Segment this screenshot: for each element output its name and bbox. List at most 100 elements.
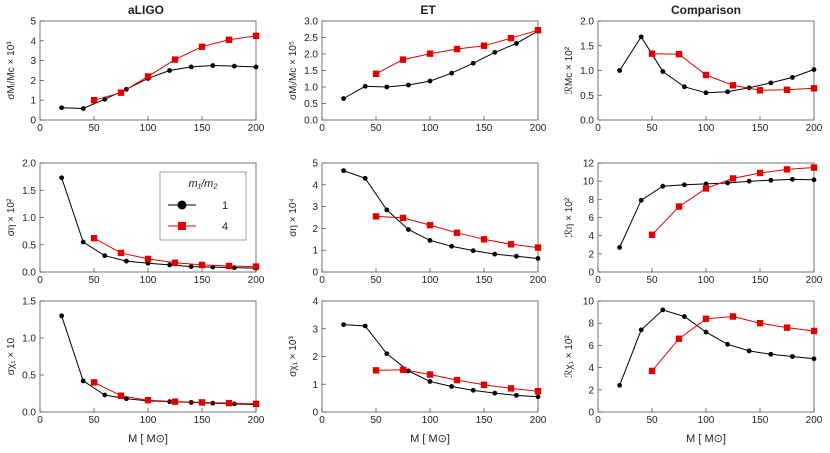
x-tick-label: 50 [88, 275, 100, 286]
x-tick-label: 150 [752, 275, 769, 286]
data-point-ratio-4 [534, 244, 542, 251]
data-point-ratio-4 [783, 86, 791, 94]
data-point-ratio-1 [167, 262, 173, 268]
data-point-ratio-4 [729, 175, 737, 182]
x-tick-label: 50 [646, 275, 658, 286]
data-point-ratio-1 [617, 68, 622, 73]
x-tick-label: 150 [194, 415, 211, 426]
x-tick-label: 0 [37, 415, 43, 426]
x-tick-label: 200 [530, 123, 547, 134]
data-point-ratio-1 [188, 264, 194, 269]
y-tick-label: 4 [588, 363, 594, 374]
x-tick-label: 100 [140, 275, 157, 286]
y-tick-label: 1.5 [22, 297, 36, 308]
x-tick-label: 50 [646, 415, 658, 426]
y-tick-label: 0.0 [580, 116, 594, 127]
data-point-ratio-4 [198, 43, 206, 50]
x-tick-label: 200 [806, 415, 823, 426]
x-tick-label: 100 [422, 415, 439, 426]
x-tick-label: 200 [248, 415, 265, 426]
x-tick-label: 0 [37, 275, 43, 286]
column-title-et: ET [420, 3, 436, 17]
x-tick-label: 50 [370, 275, 382, 286]
series-line-1 [619, 35, 815, 94]
x-tick-label: 200 [248, 123, 265, 134]
y-tick-label: 2.0 [580, 17, 594, 28]
data-point-ratio-1 [341, 168, 346, 174]
data-point-ratio-1 [811, 177, 817, 183]
data-point-ratio-4 [453, 229, 461, 236]
x-tick-label: 100 [698, 415, 715, 426]
data-point-ratio-4 [252, 263, 260, 270]
data-point-ratio-1 [427, 237, 433, 243]
data-point-ratio-1 [617, 245, 622, 250]
data-point-ratio-4 [426, 50, 434, 57]
data-point-ratio-1 [102, 253, 108, 259]
x-tick-label: 200 [248, 275, 265, 286]
data-point-ratio-1 [682, 314, 687, 319]
y-tick-label: 10 [583, 297, 595, 308]
data-point-ratio-4 [426, 221, 434, 229]
data-point-ratio-1 [449, 70, 454, 76]
x-tick-label: 200 [806, 275, 823, 286]
data-point-ratio-1 [59, 175, 64, 181]
y-axis-label: ℛη × 10² [564, 197, 575, 237]
y-tick-label: 1.0 [580, 66, 594, 77]
x-tick-label: 150 [476, 275, 493, 286]
y-tick-label: 3 [312, 202, 318, 213]
y-axis-label: σχ₁ × 10³ [288, 336, 299, 377]
x-tick-label: 200 [530, 275, 547, 286]
series-line-1 [343, 324, 539, 398]
data-point-ratio-4 [756, 169, 764, 177]
y-tick-label: 3.0 [304, 17, 318, 28]
data-point-ratio-1 [768, 177, 774, 183]
panel-p22: 0 50 100 150 200 0 2 4 6 8 10 ℛχ₁ × 10² [564, 297, 823, 427]
y-tick-label: 2.5 [304, 33, 318, 44]
data-point-ratio-1 [535, 256, 541, 261]
x-tick-label: 150 [194, 123, 211, 134]
data-point-ratio-1 [449, 384, 454, 389]
data-point-ratio-4 [117, 249, 125, 257]
y-tick-label: 2 [588, 385, 594, 396]
x-tick-label: 100 [698, 123, 715, 134]
data-point-ratio-1 [746, 348, 752, 354]
data-point-ratio-4 [507, 34, 515, 42]
y-axis-label: ση × 10⁴ [288, 198, 299, 237]
data-point-ratio-4 [90, 235, 98, 242]
data-point-ratio-4 [399, 56, 407, 63]
data-point-ratio-4 [534, 387, 542, 395]
x-tick-label: 0 [595, 415, 601, 426]
column-titles: aLIGO ET Comparison [128, 3, 741, 17]
data-point-ratio-1 [341, 96, 346, 101]
data-point-ratio-1 [746, 178, 752, 184]
data-point-ratio-1 [514, 41, 519, 46]
data-point-ratio-4 [144, 396, 152, 404]
series-line-1 [61, 177, 257, 269]
y-tick-label: 10 [583, 177, 595, 188]
x-tick-label: 150 [194, 275, 211, 286]
data-point-ratio-1 [341, 322, 346, 327]
y-tick-label: 2 [312, 352, 318, 363]
series-line-1 [619, 309, 815, 386]
data-point-ratio-1 [362, 83, 368, 89]
data-point-ratio-1 [725, 180, 730, 186]
y-axis-label: σMⱼ/Mc × 10⁵ [288, 41, 299, 100]
data-point-ratio-4 [90, 379, 98, 386]
x-tick-label: 100 [422, 123, 439, 134]
data-point-ratio-1 [406, 82, 411, 88]
data-point-ratio-1 [638, 34, 644, 40]
y-tick-label: 0.0 [22, 408, 36, 419]
x-tick-label: 50 [88, 415, 100, 426]
x-tick-label: 50 [88, 123, 100, 134]
y-tick-label: 0.5 [22, 371, 36, 382]
data-point-ratio-1 [362, 175, 368, 181]
data-point-ratio-4 [372, 213, 380, 220]
data-point-ratio-1 [253, 64, 259, 70]
data-point-ratio-4 [426, 371, 434, 378]
data-point-ratio-4 [507, 385, 515, 392]
data-point-ratio-1 [660, 307, 666, 313]
data-point-ratio-4 [144, 73, 152, 80]
data-point-ratio-1 [811, 356, 817, 362]
